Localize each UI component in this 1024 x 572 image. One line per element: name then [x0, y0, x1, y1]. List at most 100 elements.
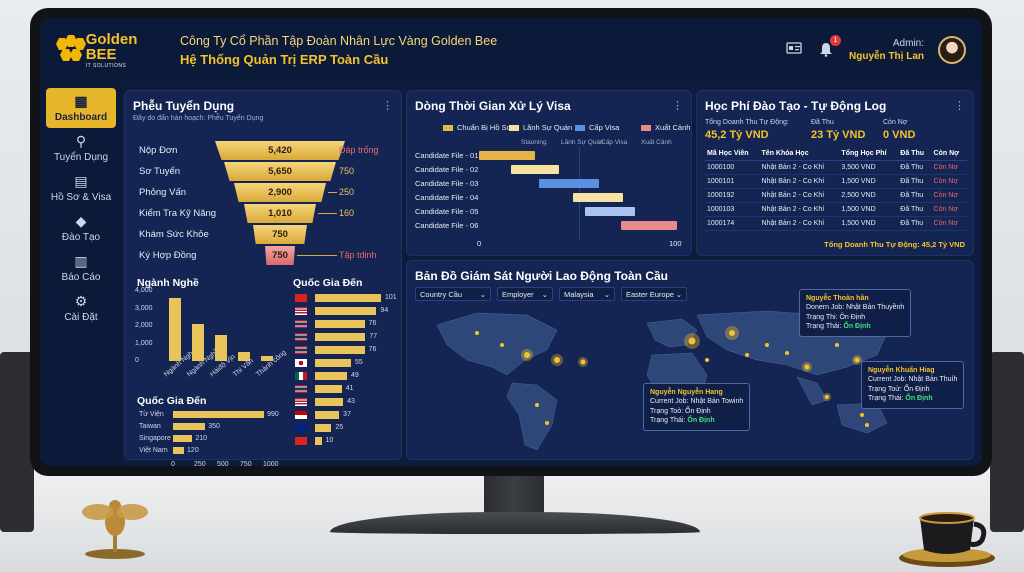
flag-mx-icon: [295, 372, 307, 380]
country-flag-bar[interactable]: [315, 424, 332, 432]
left-speaker: [0, 352, 34, 532]
flag-th-icon: [295, 320, 307, 328]
table-cell: 1,500 VND: [839, 216, 899, 231]
avatar[interactable]: [938, 36, 966, 64]
table-row[interactable]: 1000100 Nhật Bản 2 - Co Khí 3,500 VND Đã Th…: [705, 160, 967, 175]
table-row[interactable]: 1000103 Nhật Bản 2 - Co Khí 1,500 VND Đã Th…: [705, 202, 967, 217]
country-bar[interactable]: [173, 411, 265, 418]
tooltip-status: Ổn Định: [843, 323, 871, 331]
funnel-bar[interactable]: [224, 162, 336, 181]
funnel-right-label: Đáp trống: [339, 145, 379, 155]
logo-sub: IT SOLUTIONS: [85, 62, 127, 69]
country-flag-bar[interactable]: [315, 307, 377, 315]
industry-bar[interactable]: [215, 334, 227, 361]
gantt-bar[interactable]: [539, 179, 599, 188]
country-flag-bar[interactable]: [315, 333, 366, 341]
industry-bar[interactable]: [238, 352, 250, 361]
id-card-icon[interactable]: [785, 41, 803, 59]
gantt-bar[interactable]: [621, 221, 677, 230]
sidebar-item-settings[interactable]: ⚙ Cài Đặt: [46, 288, 116, 328]
map-tooltip[interactable]: Nguyễn Nguyễn Hang Current Job: Nhật Bản…: [643, 383, 751, 431]
country-bar[interactable]: [173, 435, 193, 442]
column-header[interactable]: Còn Nợ: [931, 147, 967, 161]
country-flag-bar[interactable]: [315, 346, 365, 354]
funnel-bar[interactable]: [234, 183, 326, 202]
column-header[interactable]: Tên Khóa Học: [759, 147, 840, 161]
country-bar[interactable]: [173, 447, 185, 454]
tooltip-line: Trạng Toỏ: Ổn Định: [650, 407, 711, 415]
funnel-right-label: 750: [339, 166, 355, 176]
funnel-bar[interactable]: [265, 246, 295, 265]
header: Golden BEE IT SOLUTIONS Công Ty Cổ Phần …: [40, 18, 982, 82]
user-info[interactable]: Admin: Nguyễn Thị Lan: [849, 38, 924, 62]
country-flags-title: Quốc Gia Đến: [293, 277, 363, 289]
flag-vn-icon: [295, 294, 307, 302]
country-flag-value: 76: [368, 320, 377, 327]
bell-icon[interactable]: 1: [817, 35, 841, 59]
country-flag-bar[interactable]: [315, 411, 340, 419]
tooltip-line: Trạng Toử: Ổn Định: [868, 385, 930, 393]
country-flag-value: 25: [335, 424, 344, 431]
flag-th-icon: [295, 333, 307, 341]
recruitment-funnel-card: Phễu Tuyển Dụng Đây do đẩn hàn hoạch: Ph…: [124, 90, 402, 466]
flag-us-icon: [295, 307, 307, 315]
fees-title: Học Phí Đào Tạo - Tự Động Log: [705, 99, 887, 113]
logo[interactable]: Golden BEE IT SOLUTIONS: [40, 32, 160, 69]
tooltip-label: Trạng Thái:: [806, 323, 842, 331]
gantt-bar[interactable]: [585, 207, 635, 216]
funnel-bar[interactable]: [244, 204, 316, 223]
sidebar-item-dashboard[interactable]: ▦ Dashboard: [46, 88, 116, 128]
country-flag-bar[interactable]: [315, 320, 365, 328]
country-flag-bar[interactable]: [315, 437, 322, 445]
table-row[interactable]: 1000101 Nhật Bản 2 - Co Khí 1,500 VND Đã Th…: [705, 174, 967, 189]
funnel-bar[interactable]: [215, 141, 345, 160]
column-header[interactable]: Mã Học Viên: [705, 147, 760, 161]
table-cell: 1,500 VND: [839, 202, 899, 217]
gantt-bar[interactable]: [573, 193, 623, 202]
gantt-bar[interactable]: [511, 165, 559, 174]
country-flag-bar[interactable]: [315, 294, 381, 302]
chevron-down-icon: ⌄: [479, 289, 486, 299]
country-flag-value: 55: [354, 359, 363, 366]
funnel-subtitle: Đây do đẩn hàn hoạch: Phễu Tuyển Dụng: [133, 115, 264, 122]
employer-filter-select[interactable]: Employer ⌄: [497, 287, 553, 301]
funnel-bar[interactable]: [253, 225, 307, 244]
country-flag-value: 37: [343, 411, 351, 418]
country-filter-select[interactable]: Country Cầu ⌄: [415, 287, 491, 301]
legend-item: Xuất Cảnh: [641, 123, 690, 132]
funnel-stage-label: Ký Hợp Đồng: [139, 250, 197, 261]
more-icon[interactable]: ⋮: [672, 100, 683, 112]
funnel-stage-label: Kiểm Tra Kỹ Năng: [139, 208, 217, 219]
table-cell: Đã Thu: [898, 174, 932, 189]
dashboard-screen: Golden BEE IT SOLUTIONS Công Ty Cổ Phần …: [40, 18, 982, 466]
country-bar[interactable]: [173, 423, 206, 430]
table-row[interactable]: 1000174 Nhật Bản 2 - Co Khí 1,500 VND Đã Th…: [705, 216, 967, 231]
sidebar-item-recruitment[interactable]: ⚲ Tuyển Dụng: [46, 128, 116, 168]
country-flag-bar[interactable]: [315, 398, 344, 406]
filter-value: Easter Europe: [626, 289, 674, 299]
funnel-stage-label: Phỏng Vấn: [139, 187, 187, 198]
sidebar-item-training[interactable]: ◆ Đào Tạo: [46, 208, 116, 248]
sidebar-item-reports[interactable]: ▥ Báo Cáo: [46, 248, 116, 288]
more-icon[interactable]: ⋮: [382, 100, 393, 112]
column-header[interactable]: Đã Thu: [898, 147, 932, 161]
funnel-right-label: 160: [339, 208, 355, 218]
column-header[interactable]: Tổng Học Phí: [839, 147, 899, 161]
map-tooltip[interactable]: Nguyễn Khuẩn Hiag Current Job: Nhật Bản …: [861, 361, 965, 409]
country-flag-bar[interactable]: [315, 372, 348, 380]
area-filter-select[interactable]: Easter Europe ⌄: [621, 287, 687, 301]
industry-bar[interactable]: [261, 355, 273, 361]
more-icon[interactable]: ⋮: [954, 100, 965, 112]
sidebar-item-visa[interactable]: ▤ Hồ Sơ & Visa: [46, 168, 116, 208]
funnel-connector: [328, 192, 337, 193]
region-filter-select[interactable]: Malaysia ⌄: [559, 287, 615, 301]
country-flag-bar[interactable]: [315, 359, 351, 367]
table-row[interactable]: 1000192 Nhật Bản 2 - Co Khí 2,500 VND Đã Th…: [705, 188, 967, 203]
map-tooltip[interactable]: Nguyễc Thoàn hần Donern Job: Nhật Bản Th…: [799, 289, 912, 337]
country-flag-bar[interactable]: [315, 385, 342, 393]
industry-bar[interactable]: [192, 324, 204, 361]
sidebar-item-label: Báo Cáo: [61, 272, 101, 283]
table-header-row: Mã Học Viên Tên Khóa Học Tổng Học Phí Đã Th…: [705, 147, 967, 161]
industry-bar[interactable]: [169, 298, 181, 361]
gantt-bar[interactable]: [479, 151, 535, 160]
